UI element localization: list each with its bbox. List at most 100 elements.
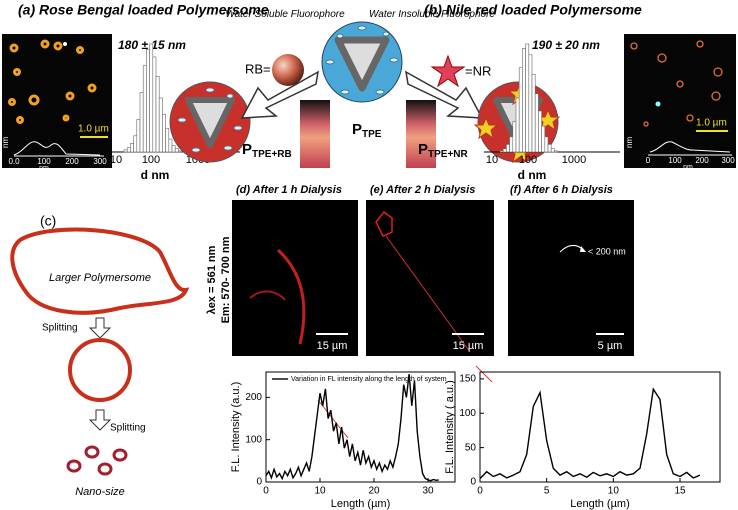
nano: Nano-size [75, 486, 125, 498]
panel-title: (d) After 1 h Dialysis [236, 184, 342, 196]
product-a: PTPE+RB [242, 141, 292, 160]
x-tick-label: 20 [368, 486, 380, 497]
hist-bar [139, 92, 144, 153]
nr-label: =NR [465, 63, 491, 78]
hist-bar [168, 138, 173, 153]
hist-label: d nm [141, 168, 170, 182]
hist-bar [518, 67, 523, 153]
hist-bar [174, 148, 179, 153]
x-tick-label: 10 [314, 486, 326, 497]
vial-rb [300, 100, 330, 168]
arrow-left [240, 70, 319, 119]
arrow-right [405, 70, 484, 119]
p: P [242, 141, 252, 158]
insoluble: Water Insoluble Fluorophore [369, 9, 495, 20]
pointer [317, 399, 349, 439]
hist-bar [146, 49, 150, 153]
nr-star [430, 54, 466, 88]
inset-tick: 100 [37, 157, 51, 166]
hist-bar [130, 143, 134, 153]
hist-tick: 100 [142, 154, 160, 166]
hist-bar [544, 136, 549, 153]
rb-sphere [272, 54, 304, 86]
pointer [475, 365, 493, 383]
legend-label: Variation in FL intensity along the leng… [291, 376, 447, 383]
hist-tick: 10 [486, 154, 498, 166]
inset-y-a: nm [1, 137, 10, 148]
hist-bar [534, 93, 539, 153]
micro-e: 15 µm [366, 200, 494, 356]
y-tick-label: 100 [245, 434, 262, 445]
micro-b: 1.0 µm nm 0 100 200 300 nm [624, 34, 736, 171]
intensity-line [265, 374, 439, 482]
inset-x-a: nm [39, 165, 49, 172]
large-vesicle [10, 227, 190, 315]
hist-tick: 1000 [562, 154, 586, 166]
polymersome-a [169, 81, 251, 163]
y-axis-label: F.L. Intensity (a.u.) [230, 382, 242, 472]
scale-a: 1.0 µm [78, 124, 109, 135]
note: < 200 nm [588, 246, 626, 256]
hist-bar [136, 119, 141, 153]
vial-nr [406, 100, 436, 168]
split2: Splitting [110, 423, 146, 434]
x-tick-label: 0 [263, 486, 269, 497]
inset-x-b: nm [683, 164, 693, 171]
title-a: (a) Rose Bengal loaded Polymersome [18, 2, 269, 18]
split1: Splitting [42, 323, 78, 334]
hist-bar [171, 145, 176, 153]
inset-y-b: nm [625, 137, 634, 148]
y-tick-label: 0 [256, 477, 262, 488]
larger: Larger Polymersome [49, 272, 151, 284]
hist-bar [133, 135, 138, 153]
x-tick-label: 10 [608, 486, 620, 497]
soluble: Water Soluble Fluorophore [225, 9, 345, 20]
panel-title: (e) After 2 h Dialysis [370, 184, 475, 196]
hist-tick: 10 [110, 154, 122, 166]
micro-f: < 200 nm 5 µm [508, 200, 634, 356]
scale-b: 1.0 µm [696, 118, 727, 129]
hist-bar [149, 43, 154, 153]
y-tick-label: 100 [459, 408, 476, 419]
mid-vesicle [68, 338, 132, 402]
scale: 5 µm [598, 340, 623, 352]
x-axis-label: Length (µm) [570, 498, 630, 510]
hist-bar [126, 147, 131, 153]
inset-tick: 200 [695, 156, 709, 165]
hist-bar [538, 110, 542, 153]
x-axis-label: Length (µm) [331, 498, 391, 510]
p: P [418, 141, 428, 158]
hist-bar [541, 125, 546, 153]
inset-tick: 0 [646, 156, 651, 165]
hist-bar [550, 148, 555, 153]
nano-vesicles [66, 445, 128, 476]
micro-d: 15 µm [232, 200, 358, 356]
p-sub: TPE [362, 129, 382, 140]
p-sub: TPE+NR [428, 149, 469, 160]
insoluble-text: Water Insoluble Fluorophore [369, 9, 495, 20]
hist-bar [506, 144, 510, 153]
x-tick-label: 5 [544, 486, 550, 497]
inset-tick: 200 [65, 157, 79, 166]
micro-a: 1.0 µm nm 0.0 100 200 300 nm [1, 34, 112, 172]
hist-bar [158, 97, 163, 153]
hist-bar [152, 56, 157, 153]
hist-bar [178, 150, 182, 153]
soluble-text: Water Soluble Fluorophore [225, 9, 345, 20]
scale: 15 µm [317, 340, 348, 352]
y-tick-label: 0 [470, 477, 476, 488]
y-axis-label: F.L. Intensity ( a.u.) [444, 380, 456, 474]
size-b: 190 ± 20 nm [532, 38, 600, 52]
ex-2: Em: 570- 700 nm [220, 236, 232, 323]
hist-tick: 100 [519, 154, 537, 166]
plot-frame [265, 371, 456, 483]
x-tick-label: 30 [422, 486, 434, 497]
inset-tick: 300 [721, 156, 735, 165]
scale: 15 µm [453, 340, 484, 352]
rb-label: RB= [245, 61, 271, 76]
hist-bar [509, 136, 514, 153]
arrow [88, 317, 112, 339]
hist-bar [502, 148, 507, 153]
